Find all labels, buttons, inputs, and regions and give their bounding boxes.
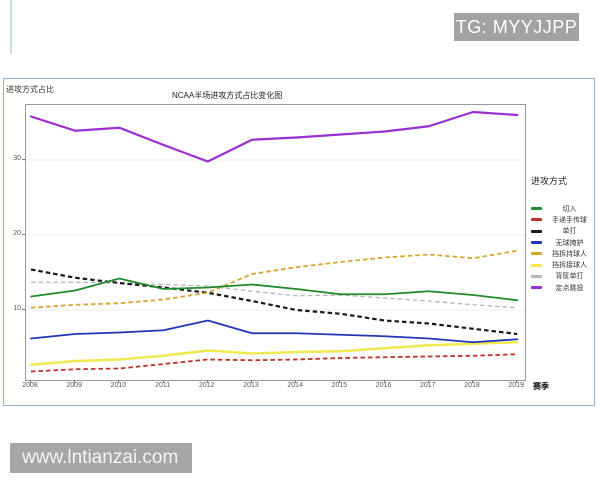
- legend-item: 无球掩护: [531, 237, 595, 248]
- x-tick-label: 2011: [155, 382, 171, 389]
- series-line-spot-up: [29, 110, 519, 163]
- x-tick-label: 2017: [420, 382, 436, 389]
- series-line-handoff-pass: [30, 353, 518, 373]
- site-watermark-badge: www.lntianzai.com: [10, 443, 192, 473]
- legend-item: 手递手传球: [531, 214, 595, 225]
- series-line-pnr-roll-man: [29, 341, 519, 366]
- legend-swatch-pnr-roll-man: [531, 263, 542, 267]
- x-tick-mark: [30, 380, 31, 383]
- legend-items: 切入手递手传球单打无球掩护挡拆持球人挡拆接球人背筐单打定点跳投: [531, 203, 595, 293]
- legend-label: 挡拆持球人: [552, 250, 587, 258]
- x-tick-mark: [427, 380, 429, 383]
- series-line-pnr-ball-handler: [30, 249, 518, 309]
- series-line-off-ball-screen: [30, 319, 519, 344]
- figure: 进攻方式占比 NCAA半场进攻方式占比变化图 赛季 进攻方式 切入手递手传球单打…: [3, 78, 595, 406]
- plot-lines: [26, 110, 525, 373]
- x-tick-label: 2008: [22, 382, 38, 389]
- y-tick-label: 20: [13, 230, 21, 237]
- y-tick-label: 30: [13, 155, 21, 162]
- x-tick-mark: [118, 380, 120, 383]
- legend-item: 单打: [531, 226, 595, 237]
- legend-swatch-post-up: [531, 274, 542, 278]
- legend-item: 背筐单打: [531, 271, 595, 282]
- series-line-isolation: [30, 268, 518, 336]
- x-tick-mark: [516, 380, 518, 383]
- legend-swatch-off-ball-screen: [531, 241, 542, 245]
- x-tick-mark: [251, 380, 252, 383]
- legend-label: 手递手传球: [552, 216, 587, 224]
- legend-label: 挡拆接球人: [552, 262, 587, 270]
- artifact-line: [10, 0, 12, 54]
- chart-title: NCAA半场进攻方式占比变化图: [172, 91, 283, 100]
- x-tick-label: 2013: [243, 382, 259, 389]
- legend-swatch-pnr-ball-handler: [531, 252, 542, 256]
- x-tick-mark: [339, 380, 341, 383]
- legend-swatch-handoff-pass: [531, 218, 542, 222]
- x-tick-label: 2009: [66, 382, 82, 389]
- y-axis-title: 进攻方式占比: [6, 85, 54, 94]
- legend-label: 切入: [562, 205, 577, 213]
- legend-label: 背筐单打: [555, 273, 584, 281]
- x-tick-label: 2016: [375, 382, 392, 389]
- x-tick-mark: [295, 380, 297, 383]
- legend-label: 定点跳投: [555, 284, 584, 292]
- x-tick-label: 2012: [199, 382, 215, 389]
- legend-item: 切入: [531, 203, 595, 214]
- legend-swatch-cut: [531, 207, 542, 211]
- x-tick-mark: [206, 380, 208, 383]
- x-tick-label: 2010: [110, 382, 127, 389]
- legend-label: 单打: [562, 228, 577, 236]
- legend-title: 进攻方式: [531, 176, 568, 186]
- x-tick-mark: [472, 380, 473, 383]
- legend: 进攻方式 切入手递手传球单打无球掩护挡拆持球人挡拆接球人背筐单打定点跳投: [531, 174, 595, 293]
- series-line-post-up: [31, 281, 518, 309]
- y-tick-mark: [22, 234, 25, 235]
- x-tick-label: 2015: [331, 382, 348, 389]
- x-axis-title: 赛季: [533, 382, 549, 391]
- tg-watermark-badge: TG: MYYJJPP: [454, 13, 579, 41]
- y-tick-mark: [22, 309, 25, 310]
- series-line-cut: [30, 277, 519, 302]
- legend-swatch-spot-up: [531, 286, 542, 290]
- x-tick-mark: [74, 380, 76, 383]
- x-tick-label: 2019: [508, 382, 524, 389]
- plot-panel: [25, 104, 526, 381]
- x-tick-label: 2018: [464, 382, 480, 389]
- legend-swatch-isolation: [531, 229, 542, 233]
- legend-label: 无球掩护: [555, 239, 584, 247]
- x-tick-mark: [383, 380, 385, 383]
- legend-item: 挡拆持球人: [531, 248, 595, 259]
- x-tick-mark: [162, 380, 164, 383]
- y-tick-label: 10: [13, 305, 21, 312]
- site-watermark-text: www.lntianzai.com: [22, 447, 179, 468]
- legend-item: 挡拆接球人: [531, 259, 595, 270]
- tg-watermark-text: TG: MYYJJPP: [455, 16, 578, 37]
- x-tick-label: 2014: [287, 382, 303, 389]
- y-tick-mark: [22, 159, 25, 160]
- legend-item: 定点跳投: [531, 282, 595, 293]
